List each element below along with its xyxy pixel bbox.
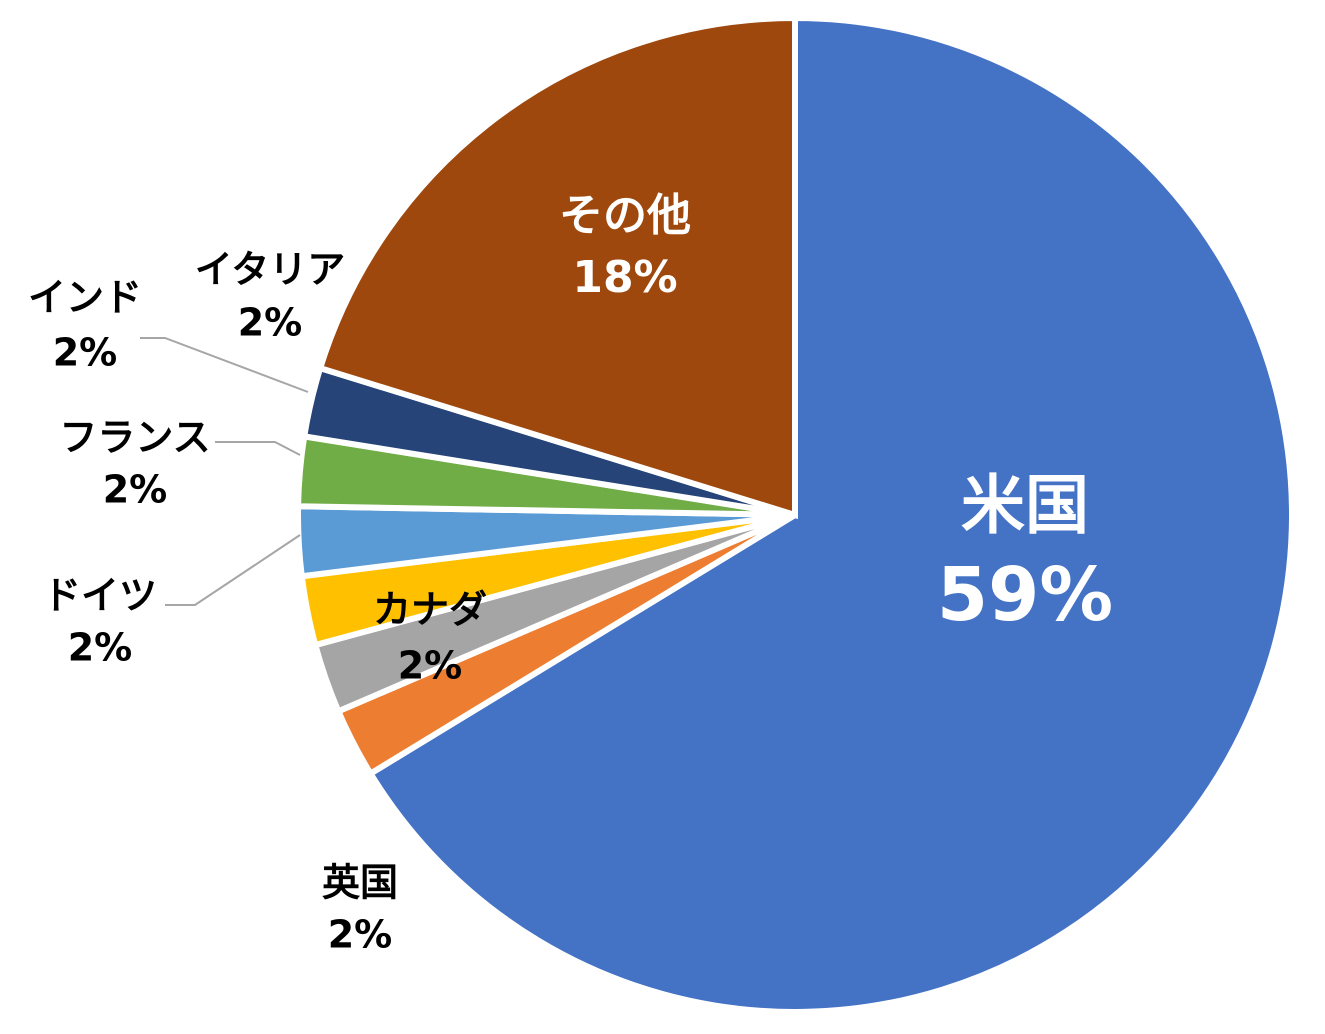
slice-value-label: 2% (328, 913, 393, 957)
pie-slice (316, 14, 798, 520)
slice-category: その他 (559, 190, 691, 241)
leader-line (215, 441, 301, 456)
slice-category: ドイツ (43, 574, 157, 618)
slice-category: フランス (59, 416, 210, 460)
leader-line (140, 337, 309, 393)
pie-slice (366, 14, 1295, 1015)
slice-value-label: 2% (53, 331, 118, 375)
slice-value-label: 59% (937, 553, 1113, 638)
slice-category: 英国 (322, 861, 398, 905)
slice-value-label: 2% (238, 301, 303, 345)
slice-category: インド (28, 276, 142, 320)
leader-line (165, 534, 301, 606)
slice-value-label: 2% (68, 626, 133, 670)
slice-category: カナダ (373, 588, 487, 632)
slice-value-label: 2% (398, 644, 463, 688)
slice-value-label: 18% (572, 252, 677, 303)
slice-category: イタリア (195, 248, 345, 292)
slice-category: 米国 (961, 470, 1089, 544)
slice-value-label: 2% (103, 468, 168, 512)
